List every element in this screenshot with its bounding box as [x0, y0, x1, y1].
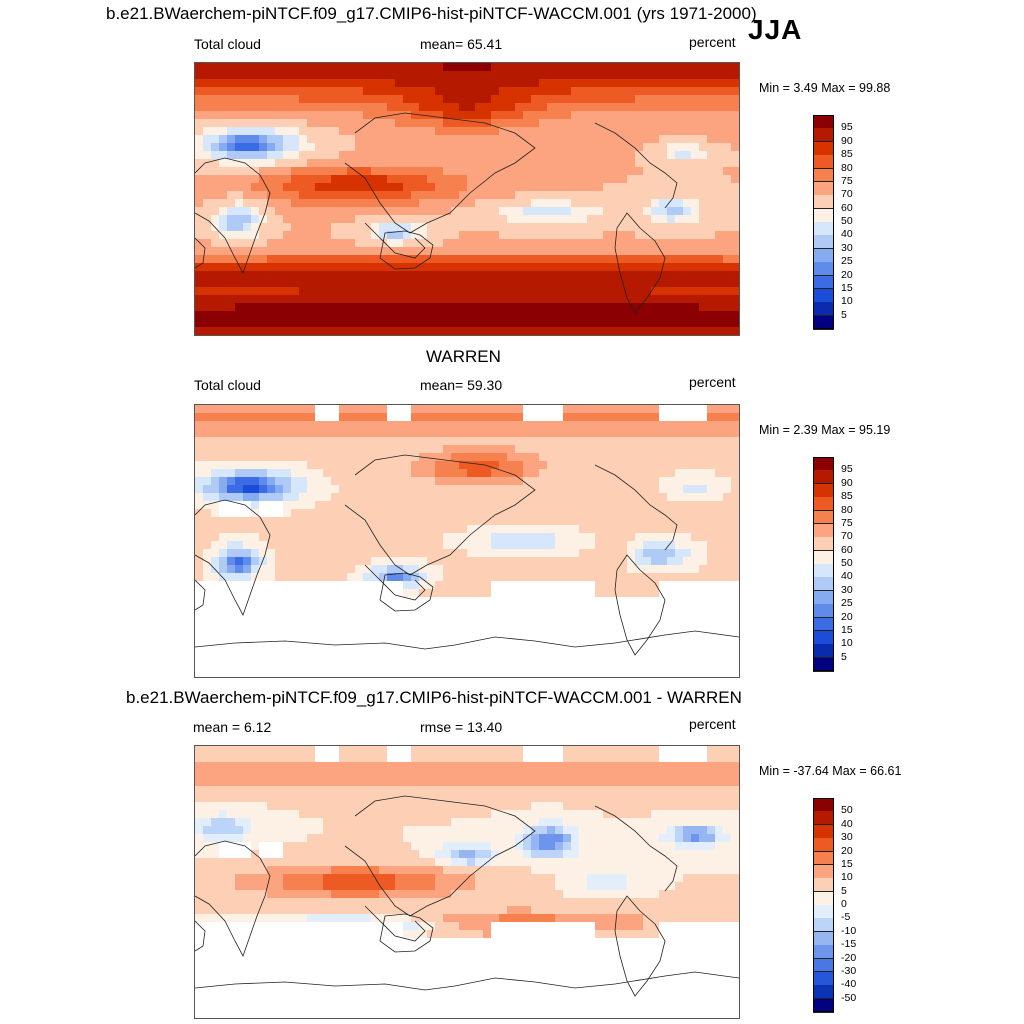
colorbar-tick-label: 70: [841, 530, 853, 543]
panel1-minmax: Min = 3.49 Max = 99.88: [759, 81, 891, 95]
colorbar-tick-label: -5: [841, 911, 851, 924]
panel1-colorbar: 95 90 85 80 75 70 60 50 40 30 25 20 15 10 5: [813, 115, 883, 330]
colorbar-tick-label: 70: [841, 188, 853, 201]
map-field: [195, 746, 739, 1018]
colorbar-tick-label: 30: [841, 831, 853, 844]
colorbar-tick-label: 15: [841, 623, 853, 636]
colorbar-tick-label: -10: [841, 924, 857, 937]
colorbar-tick-label: 50: [841, 215, 853, 227]
coastline: [594, 122, 678, 209]
coastline: [195, 237, 206, 269]
colorbar-swatch: [813, 998, 834, 1013]
colorbar-outline: [813, 798, 834, 1012]
colorbar-tick-label: 5: [841, 884, 847, 897]
colorbar-tick-label: 10: [841, 637, 853, 650]
colorbar-tick-label: 60: [841, 201, 853, 214]
coastline: [614, 895, 666, 997]
colorbar-tick-label: -20: [841, 951, 857, 964]
colorbar-tick-label: 0: [841, 898, 847, 910]
panel1-mean-label: mean= 65.41: [420, 36, 503, 52]
panel2-map: [194, 404, 740, 678]
panel2-variable-label: Total cloud: [194, 377, 261, 393]
colorbar-tick-label: 85: [841, 490, 853, 503]
panel3-mean-label: mean = 6.12: [193, 719, 272, 735]
panel1-map: [194, 62, 740, 336]
coastline: [379, 572, 434, 612]
panel3-units-label: percent: [689, 716, 736, 732]
coastline: [344, 454, 536, 576]
colorbar-outline: [813, 457, 834, 671]
coastline: [594, 805, 678, 892]
colorbar-tick-label: 15: [841, 281, 853, 294]
colorbar-swatch: [813, 315, 834, 330]
figure-title: b.e21.BWaerchem-piNTCF.f09_g17.CMIP6-his…: [106, 4, 757, 23]
coastline: [195, 499, 271, 616]
colorbar-tick-label: -50: [841, 991, 857, 1004]
coastline: [195, 920, 206, 952]
panel2-units-label: percent: [689, 374, 736, 390]
coastline: [379, 913, 434, 953]
coastline: [594, 464, 678, 551]
colorbar-tick-label: -30: [841, 964, 857, 977]
colorbar-tick-label: 80: [841, 503, 853, 516]
coastline: [614, 212, 666, 314]
coastline: [344, 795, 536, 917]
panel1-units-label: percent: [689, 34, 736, 50]
colorbar-tick-label: -40: [841, 978, 857, 991]
panel2-colorbar: 95 90 85 80 75 70 60 50 40 30 25 20 15 10 5: [813, 457, 883, 672]
coastline: [364, 564, 426, 601]
coastline: [379, 230, 434, 270]
colorbar-tick-label: 5: [841, 650, 847, 663]
colorbar-tick-label: 90: [841, 134, 853, 147]
coastline: [195, 579, 206, 611]
colorbar-tick-label: 50: [841, 557, 853, 569]
colorbar-tick-label: 40: [841, 570, 853, 583]
colorbar-tick-label: 75: [841, 516, 853, 529]
colorbar-tick-label: 20: [841, 268, 853, 281]
colorbar-tick-label: 40: [841, 817, 853, 830]
coastline: [344, 112, 536, 234]
colorbar-tick-label: 20: [841, 610, 853, 623]
panel3-title: b.e21.BWaerchem-piNTCF.f09_g17.CMIP6-his…: [126, 688, 742, 707]
colorbar-tick-label: 85: [841, 148, 853, 161]
colorbar-tick-label: 25: [841, 255, 853, 268]
colorbar-tick-label: 50: [841, 804, 853, 817]
colorbar-tick-label: 5: [841, 308, 847, 321]
colorbar-tick-label: 10: [841, 871, 853, 884]
panel3-map: [194, 745, 740, 1019]
panel3-colorbar: 50 40 30 20 15 10 5 0 -5 -10 -15 -20 -30 -40 -50: [813, 798, 883, 1013]
colorbar-tick-label: 20: [841, 844, 853, 857]
colorbar-tick-label: 60: [841, 543, 853, 556]
map-field: [195, 405, 739, 677]
antarctica-coastline: [195, 630, 739, 650]
panel2-minmax: Min = 2.39 Max = 95.19: [759, 423, 891, 437]
colorbar-tick-label: 30: [841, 241, 853, 254]
colorbar-outline: [813, 115, 834, 329]
coastline: [195, 157, 271, 274]
colorbar-tick-label: -15: [841, 938, 857, 951]
coastline: [195, 840, 271, 957]
antarctica-coastline: [195, 971, 739, 991]
colorbar-tick-label: 95: [841, 463, 853, 476]
panel1-variable-label: Total cloud: [194, 36, 261, 52]
colorbar-tick-label: 10: [841, 295, 853, 308]
colorbar-tick-label: 30: [841, 583, 853, 596]
map-field: [195, 63, 739, 335]
panel3-minmax: Min = -37.64 Max = 66.61: [759, 764, 902, 778]
colorbar-tick-label: 25: [841, 597, 853, 610]
colorbar-tick-label: 95: [841, 121, 853, 134]
coastline: [614, 554, 666, 656]
coastline: [364, 905, 426, 942]
colorbar-tick-label: 80: [841, 161, 853, 174]
colorbar-tick-label: 40: [841, 228, 853, 241]
coastline: [364, 222, 426, 259]
panel2-mean-label: mean= 59.30: [420, 377, 503, 393]
colorbar-tick-label: 90: [841, 476, 853, 489]
colorbar-swatch: [813, 657, 834, 672]
colorbar-tick-label: 15: [841, 857, 853, 870]
panel3-rmse-label: rmse = 13.40: [420, 719, 503, 735]
season-label: JJA: [748, 14, 803, 45]
panel2-title: WARREN: [426, 347, 501, 366]
colorbar-tick-label: 75: [841, 174, 853, 187]
